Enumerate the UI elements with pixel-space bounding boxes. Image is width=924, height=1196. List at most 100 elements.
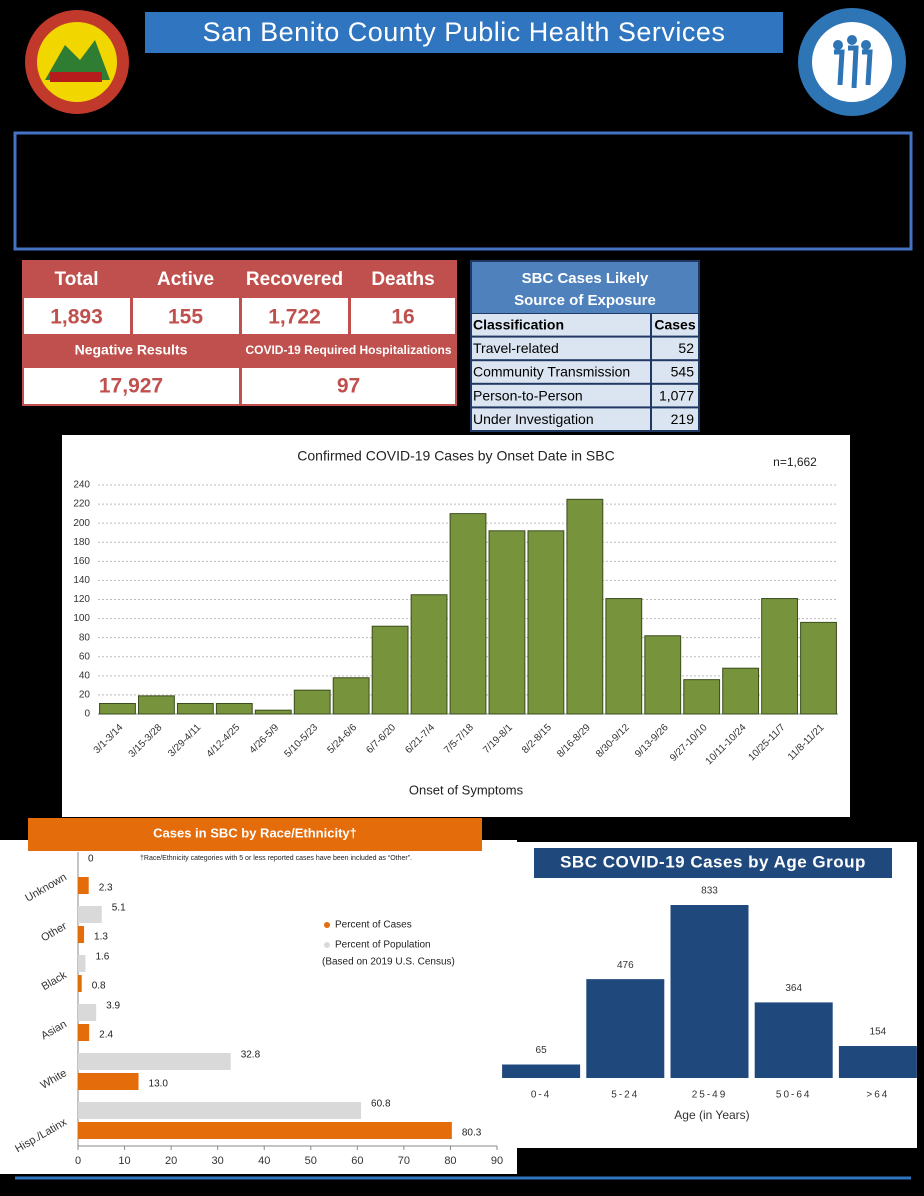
stat-value: 17,927: [99, 375, 163, 398]
table-text: Travel-related: [473, 340, 559, 356]
y-tick-label: 0: [84, 709, 90, 720]
axis-title: Age (in Years): [674, 1108, 749, 1122]
table-cell: [652, 361, 698, 383]
x-tick-label: >64: [866, 1090, 889, 1101]
table-title: Source of Exposure: [514, 292, 656, 309]
table-cell: [472, 314, 650, 336]
y-tick-label: 100: [73, 613, 90, 624]
y-tick-label: 60: [79, 651, 91, 662]
axis-title: Onset of Symptoms: [409, 782, 524, 797]
table-text: Classification: [473, 317, 564, 333]
bar: [78, 1102, 362, 1119]
bar: [332, 677, 370, 715]
data-label: 32.8: [241, 1050, 261, 1061]
table-text: Person-to-Person: [473, 387, 583, 403]
data-label: 1.3: [94, 932, 108, 943]
data-label: 476: [617, 960, 634, 971]
bar: [502, 1064, 581, 1078]
stat-value: 1,893: [50, 306, 103, 329]
bar: [683, 679, 721, 715]
table-cell: [652, 314, 698, 336]
data-label: 80.3: [462, 1128, 482, 1139]
summary-box: [22, 260, 457, 406]
chart-title-bar: [534, 848, 892, 878]
bar: [138, 695, 175, 715]
notice-box: [13, 131, 913, 251]
stat-label: Negative Results: [75, 342, 188, 358]
data-label: 833: [701, 886, 718, 897]
table-text: 219: [671, 411, 695, 427]
stat-value: 97: [337, 375, 360, 398]
bar: [78, 1053, 231, 1070]
y-tick-label: 40: [79, 670, 91, 681]
x-tick-label: 70: [398, 1155, 410, 1167]
x-tick-label: 50: [305, 1155, 317, 1167]
x-tick-label: 10: [118, 1155, 130, 1167]
header-bar: [145, 12, 783, 53]
chart-title: SBC COVID-19 Cases by Age Group: [560, 852, 866, 871]
bar: [78, 1122, 452, 1139]
data-label: 60.8: [371, 1099, 391, 1110]
data-label: 13.0: [149, 1079, 169, 1090]
data-label: 0: [88, 854, 94, 865]
table-text: Community Transmission: [473, 364, 630, 380]
data-label: 2.3: [99, 883, 113, 894]
bar: [566, 498, 604, 715]
legend-marker: [324, 922, 330, 928]
x-tick-label: 20: [165, 1155, 177, 1167]
bar: [838, 1046, 917, 1078]
x-tick-label: 60: [351, 1155, 363, 1167]
bar: [605, 598, 643, 715]
stat-label: Recovered: [246, 269, 343, 290]
x-tick-label: 25-49: [692, 1090, 728, 1101]
chart-title-bar: [28, 818, 482, 851]
page-title: San Benito County Public Health Services: [203, 17, 726, 47]
data-label: 65: [536, 1045, 548, 1056]
table-text: Cases: [654, 317, 695, 333]
public-health-logo: [798, 8, 906, 116]
stat-label: Active: [157, 269, 214, 290]
bar: [78, 975, 82, 992]
chart-note: †Race/Ethnicity categories with 5 or les…: [140, 855, 412, 862]
stat-value: 1,722: [268, 306, 321, 329]
bar: [78, 926, 85, 943]
table-cell: [652, 337, 698, 360]
stat-value: 16: [391, 306, 414, 329]
y-tick-label: 240: [73, 480, 90, 491]
table-cell: [472, 384, 650, 407]
chart-title: Confirmed COVID-19 Cases by Onset Date i…: [297, 448, 614, 464]
data-label: 2.4: [99, 1030, 113, 1041]
bar: [527, 530, 565, 715]
bar: [449, 513, 487, 715]
bar: [754, 1002, 833, 1078]
bar: [78, 1073, 139, 1090]
bar: [215, 703, 253, 715]
legend-label: Percent of Population: [335, 940, 431, 951]
legend-note: (Based on 2019 U.S. Census): [322, 957, 455, 968]
table-cell: [472, 337, 650, 360]
y-tick-label: 80: [79, 632, 91, 643]
table-cell: [652, 408, 698, 430]
data-label: 364: [785, 983, 802, 994]
bar: [78, 1024, 90, 1041]
y-tick-label: 180: [73, 537, 90, 548]
bar: [488, 530, 526, 715]
bar: [78, 1004, 97, 1021]
bar: [586, 979, 665, 1078]
y-tick-label: 120: [73, 594, 90, 605]
x-tick-label: 5-24: [611, 1090, 639, 1101]
bar: [670, 905, 749, 1078]
stat-label: COVID-19 Required Hospitalizations: [245, 343, 451, 357]
stat-label: Deaths: [371, 269, 434, 290]
bar: [644, 635, 682, 715]
x-tick-label: 80: [444, 1155, 456, 1167]
x-tick-label: 0-4: [531, 1090, 551, 1101]
bar: [254, 709, 292, 715]
table-text: 545: [671, 364, 695, 380]
bar: [293, 689, 331, 715]
x-tick-label: 30: [212, 1155, 224, 1167]
bar: [99, 703, 136, 715]
y-tick-label: 220: [73, 499, 90, 510]
stat-label: Total: [55, 269, 99, 290]
